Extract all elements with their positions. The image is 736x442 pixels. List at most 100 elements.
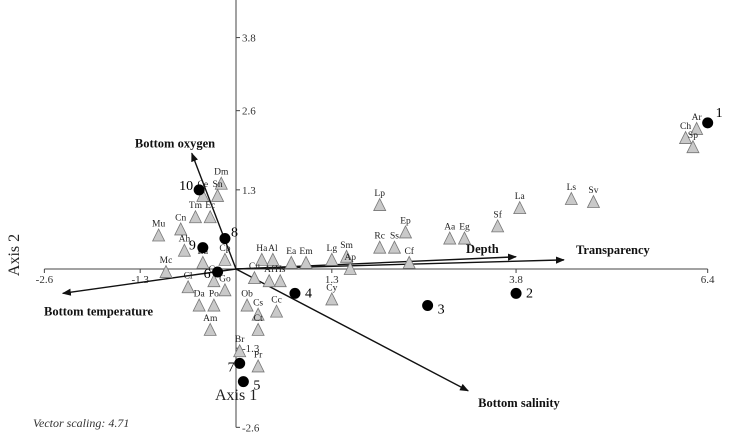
species-label: Ce: [198, 180, 209, 190]
species-marker: [210, 188, 225, 202]
y-axis-title: Axis 2: [6, 234, 23, 276]
vector-label: Bottom temperature: [44, 304, 154, 318]
species-label: Cy: [326, 283, 337, 293]
site-marker: [197, 242, 209, 254]
species-label: Aa: [444, 223, 456, 233]
vector-arrow: [235, 253, 517, 270]
species-marker: [273, 273, 287, 288]
y-tick-label: 3.8: [242, 33, 256, 45]
species-marker: [443, 231, 457, 245]
species-marker: [339, 249, 354, 263]
species-marker: [402, 255, 416, 269]
species-marker: [251, 307, 265, 321]
species-marker: [586, 194, 601, 208]
site-label: 9: [189, 239, 196, 254]
species-label: La: [515, 192, 526, 202]
species-marker: [177, 243, 192, 257]
species-label: Tm: [189, 201, 203, 211]
x-tick-label: -2.6: [36, 274, 54, 286]
species-label: Cs: [253, 299, 263, 309]
species-marker: [513, 200, 527, 215]
species-label: Ls: [567, 183, 577, 193]
x-tick-label: -1.3: [131, 274, 149, 286]
species-label: Cc: [271, 296, 282, 306]
species-marker: [266, 252, 280, 266]
species-marker: [218, 252, 232, 266]
species-marker: [269, 304, 284, 318]
species-marker: [373, 197, 387, 211]
species-label: Af: [264, 264, 275, 275]
species-label: Cp: [219, 244, 230, 254]
site-label: 5: [253, 379, 260, 394]
species-marker: [240, 298, 254, 312]
species-label: Ct: [254, 314, 263, 324]
species-marker: [151, 228, 166, 242]
species-marker: [686, 139, 700, 154]
species-marker: [325, 252, 339, 266]
site-label: 4: [305, 286, 312, 301]
species-marker: [181, 279, 195, 294]
site-label: 10: [179, 179, 193, 194]
species-marker: [299, 255, 313, 269]
species-marker: [387, 240, 402, 254]
y-tick-label: 2.6: [242, 106, 256, 118]
site-marker: [289, 287, 301, 299]
species-label: Ha: [256, 244, 268, 254]
species-marker: [203, 209, 217, 224]
species-label: Hs: [275, 265, 286, 275]
species-label: Ar: [692, 113, 703, 123]
species-marker: [373, 240, 387, 254]
species-marker: [689, 121, 704, 135]
vector-label: Bottom salinity: [478, 396, 560, 410]
species-label: Ah: [179, 235, 191, 245]
y-tick-label: -2.6: [242, 422, 260, 434]
species-marker: [490, 218, 505, 233]
site-label: 8: [231, 226, 238, 241]
x-tick-label: 6.4: [701, 274, 715, 286]
species-label: Ap: [344, 253, 356, 263]
species-label: Mu: [152, 220, 165, 230]
species-marker: [325, 292, 339, 306]
species-marker: [159, 264, 173, 278]
species-marker: [207, 273, 221, 288]
species-label: Al: [268, 244, 278, 254]
site-label: 3: [438, 303, 445, 318]
species-label: Ss: [390, 232, 399, 242]
species-label: Da: [194, 290, 206, 300]
species-label: Sv: [588, 186, 598, 196]
species-marker: [218, 282, 232, 297]
species-label: Br: [235, 335, 245, 345]
x-tick-label: 1.3: [325, 274, 339, 286]
vector-label: Transparency: [576, 243, 651, 257]
species-label: Am: [203, 314, 218, 324]
species-marker: [457, 231, 472, 245]
site-marker: [234, 357, 246, 369]
species-label: Go: [219, 274, 231, 284]
species-marker: [251, 322, 265, 336]
species-marker: [251, 359, 265, 373]
vector-arrow: [61, 268, 237, 296]
species-marker: [207, 298, 221, 312]
vector-arrow: [235, 268, 469, 392]
species-label: Sf: [493, 209, 502, 220]
axes: -2.6-1.31.33.86.46.45.13.82.61.3-1.3-2.6: [36, 0, 715, 434]
y-tick-label: 1.3: [242, 185, 256, 197]
species-label: Lg: [327, 244, 338, 254]
y-tick-label: -1.3: [242, 343, 260, 355]
species-marker: [233, 343, 247, 358]
species-label: Eg: [459, 223, 470, 233]
species-marker: [196, 188, 210, 202]
species-marker: [192, 298, 206, 312]
site-marker: [510, 287, 522, 299]
vector-label: Bottom oxygen: [135, 136, 215, 150]
species-marker: [196, 255, 210, 269]
species-label: Lp: [374, 189, 385, 199]
species-label: Cu: [249, 262, 260, 272]
species-marker: [174, 222, 188, 236]
species-marker: [564, 191, 578, 205]
species-label: Rc: [374, 232, 385, 242]
species-label: Ch: [680, 122, 691, 132]
species-label: Pr: [254, 350, 263, 360]
